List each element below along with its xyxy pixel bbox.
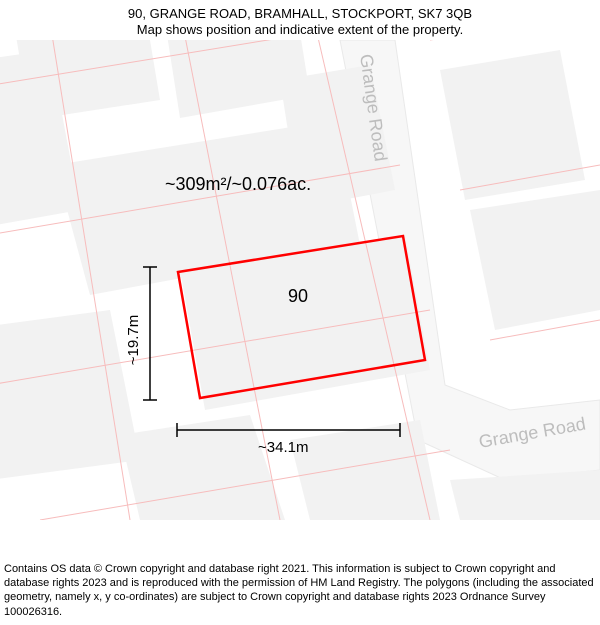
page: 90, GRANGE ROAD, BRAMHALL, STOCKPORT, SK… [0,0,600,625]
area-label: ~309m²/~0.076ac. [165,174,311,194]
footer-copyright: Contains OS data © Crown copyright and d… [4,562,596,619]
house-number: 90 [288,286,308,306]
header-subtitle: Map shows position and indicative extent… [0,22,600,38]
map: Grange RoadGrange Road90~309m²/~0.076ac.… [0,40,600,520]
dim-v-label: ~19.7m [125,315,142,365]
header-title: 90, GRANGE ROAD, BRAMHALL, STOCKPORT, SK… [0,6,600,22]
building [440,50,585,200]
map-svg: Grange RoadGrange Road90~309m²/~0.076ac.… [0,40,600,520]
dim-h-label: ~34.1m [258,439,308,456]
header: 90, GRANGE ROAD, BRAMHALL, STOCKPORT, SK… [0,0,600,39]
